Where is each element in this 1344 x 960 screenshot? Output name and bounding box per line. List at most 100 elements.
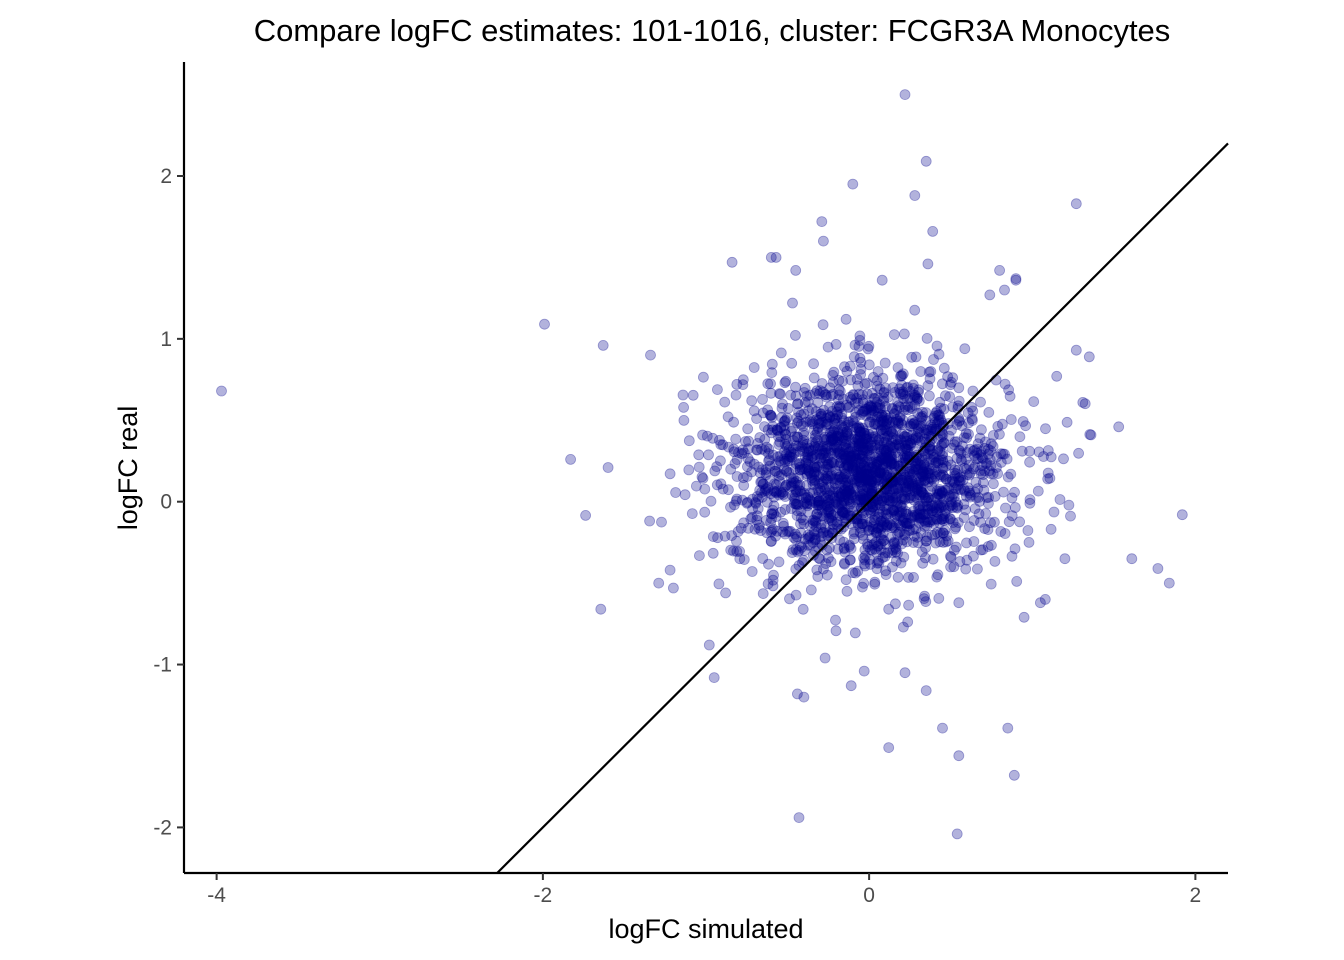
data-point: [875, 523, 887, 534]
data-point: [942, 535, 954, 547]
data-point: [845, 451, 857, 463]
data-point: [759, 485, 771, 497]
data-point: [926, 529, 938, 541]
data-point: [897, 368, 909, 380]
data-point: [825, 390, 837, 402]
data-point: [880, 565, 891, 577]
data-point: [932, 445, 943, 457]
data-point: [768, 508, 780, 519]
data-point: [810, 432, 821, 444]
data-point: [832, 443, 844, 455]
data-point: [995, 526, 1007, 537]
data-point: [872, 541, 884, 552]
data-point: [842, 430, 854, 442]
data-point: [1070, 344, 1082, 356]
data-point: [867, 466, 879, 478]
data-point: [736, 494, 748, 506]
data-point: [952, 400, 964, 412]
data-point: [814, 448, 826, 460]
data-point: [766, 525, 778, 536]
data-point: [906, 351, 918, 363]
data-point: [862, 471, 874, 483]
data-point: [931, 485, 943, 497]
data-point: [919, 474, 931, 486]
data-point: [867, 523, 879, 535]
data-point: [891, 414, 902, 425]
data-point: [795, 485, 806, 497]
data-point: [775, 430, 787, 442]
data-point: [757, 464, 768, 476]
data-point: [767, 504, 779, 516]
data-point: [887, 382, 899, 394]
data-point: [804, 494, 816, 506]
data-point: [731, 535, 742, 547]
data-point: [798, 387, 810, 398]
data-point: [854, 423, 866, 435]
data-point: [811, 461, 822, 473]
data-point: [868, 371, 879, 383]
data-point: [835, 452, 847, 464]
data-point: [766, 367, 778, 379]
data-point: [933, 348, 945, 360]
data-point: [802, 452, 814, 464]
data-point: [821, 459, 833, 471]
data-point: [865, 506, 876, 517]
data-point: [894, 387, 906, 398]
data-point: [755, 525, 767, 536]
data-point: [947, 517, 959, 528]
data-point: [971, 453, 982, 465]
data-point: [950, 541, 962, 553]
data-point: [975, 516, 986, 528]
data-point: [918, 475, 930, 487]
data-point: [926, 463, 937, 475]
data-point: [752, 493, 764, 505]
data-point: [937, 722, 948, 734]
data-point: [954, 556, 966, 567]
data-point: [761, 441, 772, 453]
data-point: [931, 492, 943, 504]
data-point: [798, 445, 809, 457]
data-point: [871, 471, 883, 483]
data-point: [833, 432, 844, 444]
data-point: [844, 539, 855, 551]
data-point: [861, 446, 873, 458]
data-point: [882, 479, 893, 491]
data-point: [851, 422, 863, 434]
data-point: [882, 452, 894, 464]
data-point: [927, 444, 938, 456]
data-point: [862, 482, 874, 494]
data-point: [790, 484, 802, 496]
data-point: [788, 435, 799, 447]
data-point: [821, 507, 833, 518]
data-point: [725, 463, 737, 475]
data-point: [800, 416, 812, 428]
data-point: [843, 502, 854, 513]
data-point: [915, 366, 927, 377]
data-point: [861, 403, 873, 415]
data-point: [881, 521, 892, 533]
data-point: [901, 486, 913, 498]
data-point: [892, 537, 903, 548]
data-point: [903, 525, 915, 537]
data-point: [881, 425, 893, 437]
data-point: [972, 563, 983, 575]
data-point: [756, 476, 768, 488]
data-point: [927, 225, 939, 237]
data-point: [864, 400, 875, 411]
data-point: [902, 439, 913, 451]
data-point: [836, 499, 847, 511]
data-point: [813, 487, 825, 499]
data-point: [597, 339, 609, 351]
data-point: [902, 400, 914, 412]
data-point: [866, 476, 877, 488]
data-point: [770, 511, 782, 522]
data-point: [784, 593, 795, 605]
data-point: [866, 485, 878, 497]
data-point: [801, 468, 813, 480]
data-point: [757, 407, 769, 419]
data-point: [904, 437, 916, 449]
data-point: [1042, 473, 1054, 485]
data-point: [664, 564, 676, 576]
data-point: [927, 448, 939, 460]
data-point: [986, 539, 997, 551]
